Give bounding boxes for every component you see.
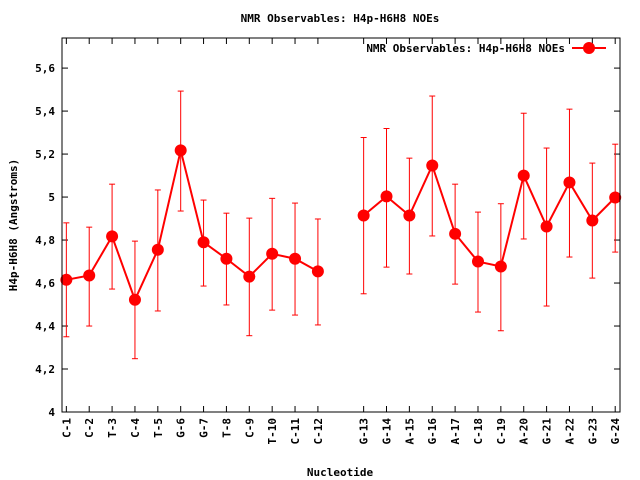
- x-tick-label: C-2: [83, 418, 96, 438]
- data-point: [289, 252, 302, 265]
- x-tick-label: G-16: [426, 418, 439, 445]
- data-point: [586, 214, 599, 227]
- y-tick-label: 4,8: [35, 234, 55, 247]
- x-tick-label: G-21: [541, 418, 554, 445]
- x-tick-label: A-15: [403, 418, 416, 445]
- x-tick-label: C-9: [243, 418, 256, 438]
- x-tick-label: G-6: [175, 418, 188, 438]
- data-point: [197, 236, 210, 249]
- data-point: [128, 293, 141, 306]
- data-point: [449, 227, 462, 240]
- data-point: [243, 270, 256, 283]
- y-tick-label: 4,6: [35, 277, 55, 290]
- x-tick-label: A-20: [518, 418, 531, 445]
- x-tick-label: T-8: [220, 418, 233, 438]
- x-tick-label: C-12: [312, 418, 325, 445]
- data-point: [151, 243, 164, 256]
- data-point: [517, 169, 530, 182]
- y-tick-label: 4,4: [35, 320, 55, 333]
- data-point: [60, 273, 73, 286]
- x-tick-label: C-19: [495, 418, 508, 445]
- y-tick-label: 5: [48, 191, 55, 204]
- x-tick-label: C-4: [129, 418, 142, 438]
- data-point: [471, 255, 484, 268]
- x-tick-label: G-7: [198, 418, 211, 438]
- x-tick-label: T-5: [152, 418, 165, 438]
- x-tick-label: A-17: [449, 418, 462, 445]
- data-point: [403, 209, 416, 222]
- data-point: [540, 220, 553, 233]
- data-point: [494, 260, 507, 273]
- data-point: [174, 144, 187, 157]
- data-point: [106, 230, 119, 243]
- x-tick-label: T-3: [106, 418, 119, 438]
- data-point: [563, 176, 576, 189]
- data-point: [220, 252, 233, 265]
- x-tick-label: G-23: [586, 418, 599, 445]
- x-tick-label: C-18: [472, 418, 485, 445]
- legend-marker: [583, 42, 595, 54]
- axis-ticks: 4 4,2 4,4 4,6 4,8 5 5,2 5,4 5,6 C-1 C-2 T-3 C-4 T-5 G-…: [35, 38, 622, 445]
- series-line: [362, 162, 616, 268]
- legend-label: NMR Observables: H4p-H6H8 NOEs: [366, 42, 565, 55]
- x-tick-label: A-22: [563, 418, 576, 445]
- legend: NMR Observables: H4p-H6H8 NOEs: [366, 42, 606, 55]
- x-tick-label: C-11: [289, 418, 302, 445]
- y-axis-label: H4p-H6H8 (Angstroms): [7, 159, 20, 291]
- data-point: [83, 269, 96, 282]
- data-point: [426, 159, 439, 172]
- data-point: [609, 191, 622, 204]
- data-point: [357, 209, 370, 222]
- x-tick-label: G-14: [381, 418, 394, 445]
- series-line: [66, 150, 319, 303]
- x-tick-label: T-10: [266, 418, 279, 445]
- y-tick-label: 5,4: [35, 105, 55, 118]
- y-tick-label: 4: [48, 406, 55, 419]
- x-tick-label: G-13: [358, 418, 371, 445]
- data-point: [380, 190, 393, 203]
- data-marks: [60, 90, 622, 360]
- x-tick-label: C-1: [60, 418, 73, 438]
- chart-title: NMR Observables: H4p-H6H8 NOEs: [241, 12, 440, 25]
- y-tick-label: 5,2: [35, 148, 55, 161]
- y-tick-label: 4,2: [35, 363, 55, 376]
- plot-frame: [61, 37, 621, 413]
- data-point: [311, 265, 324, 278]
- data-point: [266, 247, 279, 260]
- y-tick-label: 5,6: [35, 62, 55, 75]
- x-tick-label: G-24: [609, 418, 622, 445]
- x-axis-label: Nucleotide: [307, 466, 374, 479]
